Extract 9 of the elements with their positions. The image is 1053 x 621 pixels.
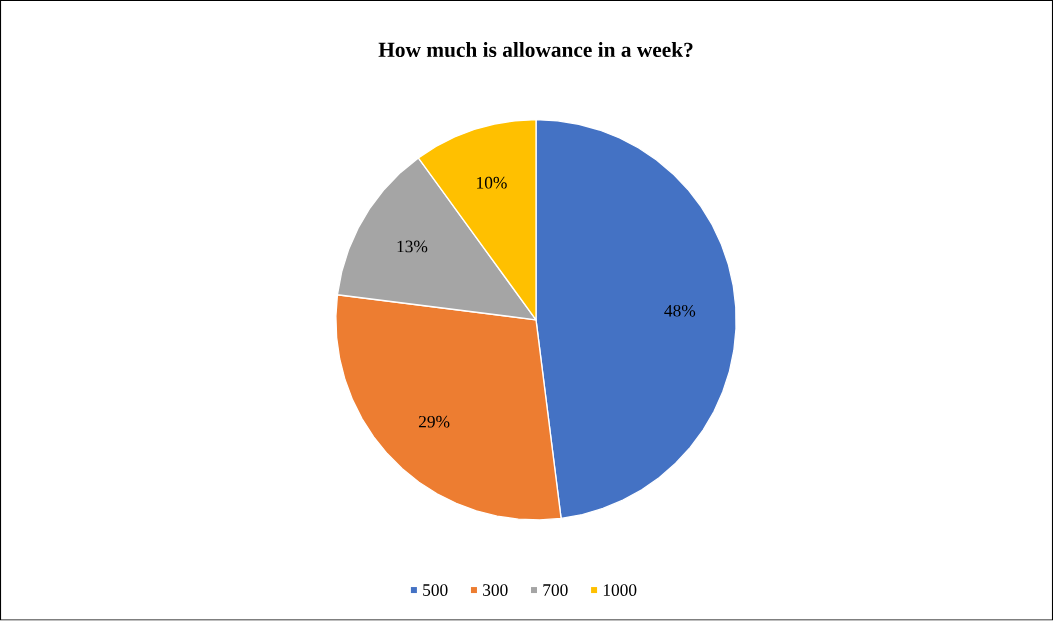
legend-label: 300 — [483, 584, 508, 597]
data-label: 48% — [664, 305, 696, 317]
data-label: 29% — [418, 416, 450, 428]
data-label: 10% — [477, 177, 507, 189]
data-label: 13% — [397, 240, 428, 253]
legend-label: 700 — [543, 584, 568, 597]
legend-label: 500 — [423, 584, 448, 597]
legend-label: 1000 — [603, 584, 637, 597]
chart-title: How much is allowance in a week? — [378, 42, 693, 58]
